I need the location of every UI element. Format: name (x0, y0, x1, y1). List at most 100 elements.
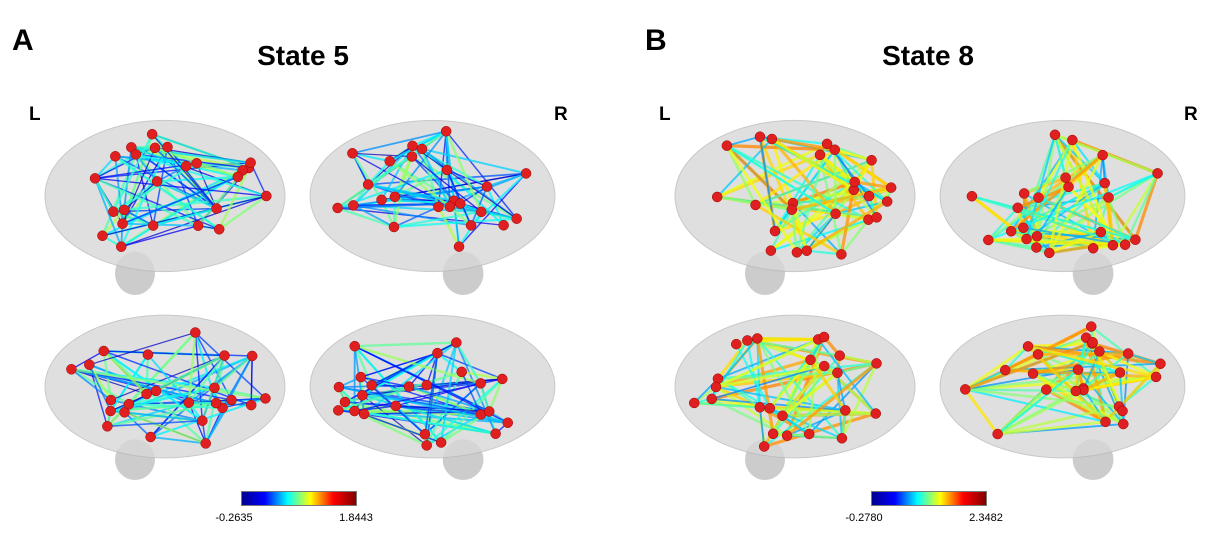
network-node (1155, 358, 1166, 369)
connection-edge (806, 213, 837, 252)
network-node (190, 327, 201, 338)
network-node (871, 358, 882, 369)
connection-edge (725, 144, 799, 254)
network-node (520, 168, 532, 179)
connection-edge (965, 388, 1076, 393)
connection-edge (1038, 196, 1136, 241)
connection-edge (218, 167, 250, 230)
network-node (767, 428, 779, 440)
connection-edge (747, 339, 840, 357)
network-node (388, 221, 400, 233)
connection-edge (393, 206, 439, 228)
network-node (390, 400, 401, 412)
panel-a-brain-left-lateral (44, 119, 286, 295)
network-node (475, 378, 486, 389)
connection-edge (756, 337, 811, 435)
network-node (706, 393, 718, 405)
connection-edge (362, 394, 496, 435)
network-node (1095, 226, 1107, 238)
connection-edge (360, 376, 410, 388)
connection-edge (70, 368, 112, 401)
network-node (801, 245, 812, 256)
panel-b-colorbar-max: 2.3482 (969, 512, 1003, 524)
network-node (830, 208, 841, 219)
network-node (834, 350, 845, 361)
connection-edge (367, 183, 455, 202)
connection-edge (352, 204, 395, 228)
network-node (1022, 341, 1034, 352)
network-node (791, 247, 803, 258)
network-node (819, 360, 830, 372)
panel-a-brain-right-lateral (309, 119, 556, 295)
network-node (1072, 364, 1084, 375)
connection-edge (1047, 139, 1074, 254)
network-node (97, 230, 108, 242)
connection-edge (102, 195, 267, 237)
connection-edge (1098, 350, 1157, 379)
network-node (245, 157, 256, 168)
connection-edge (446, 169, 472, 226)
connection-edge (94, 177, 115, 213)
network-node (1117, 405, 1128, 417)
network-node (432, 347, 443, 359)
connection-edge (725, 145, 757, 206)
network-node (1032, 349, 1044, 360)
connection-edge (746, 340, 761, 408)
connection-edge (715, 364, 825, 389)
panel-a-colorbar (241, 491, 357, 506)
connection-edge (1082, 351, 1101, 391)
network-node (348, 200, 359, 211)
connection-edge (997, 420, 1106, 436)
network-node (1097, 149, 1108, 161)
network-node (419, 428, 431, 440)
network-node (219, 350, 230, 361)
network-node (421, 379, 433, 391)
network-node (209, 382, 220, 394)
network-node (191, 158, 202, 169)
connection-edge (769, 180, 856, 252)
network-node (440, 126, 452, 137)
connection-edge (759, 135, 888, 203)
network-node (721, 140, 733, 151)
connection-edge (152, 207, 217, 227)
network-node (339, 396, 351, 408)
connection-edge (836, 372, 843, 439)
network-node (1033, 192, 1044, 203)
network-node (1094, 346, 1105, 357)
connection-edge (839, 354, 877, 365)
panel-a-right-label: R (554, 104, 568, 125)
connection-edge (424, 352, 439, 435)
connection-edge (1076, 337, 1088, 370)
network-node (1018, 188, 1030, 199)
connection-edge (128, 331, 197, 406)
network-node (142, 349, 154, 360)
panel-b-title: State 8 (882, 40, 974, 71)
network-node (115, 241, 127, 252)
network-node (885, 182, 897, 193)
network-node (1049, 129, 1061, 141)
network-node (1021, 233, 1032, 245)
connection-edge (213, 355, 253, 389)
network-node (1087, 242, 1099, 254)
network-node (150, 385, 162, 397)
connection-edge (337, 370, 463, 412)
connection-edge (756, 337, 843, 439)
connection-edge (412, 145, 517, 220)
network-node (149, 142, 161, 154)
connection-edge (354, 409, 496, 435)
connection-edge (114, 155, 220, 231)
connection-edge (458, 172, 527, 248)
network-node (476, 206, 487, 218)
network-node (435, 437, 447, 448)
network-node (803, 428, 815, 440)
network-node (999, 364, 1011, 376)
network-node (358, 408, 370, 420)
network-node (1067, 134, 1078, 146)
connection-edge (790, 209, 799, 253)
network-node (1018, 222, 1029, 234)
connection-edge (121, 195, 267, 248)
network-node (444, 201, 456, 213)
network-node (89, 173, 101, 184)
network-node (829, 144, 841, 155)
connection-edge (368, 172, 527, 186)
